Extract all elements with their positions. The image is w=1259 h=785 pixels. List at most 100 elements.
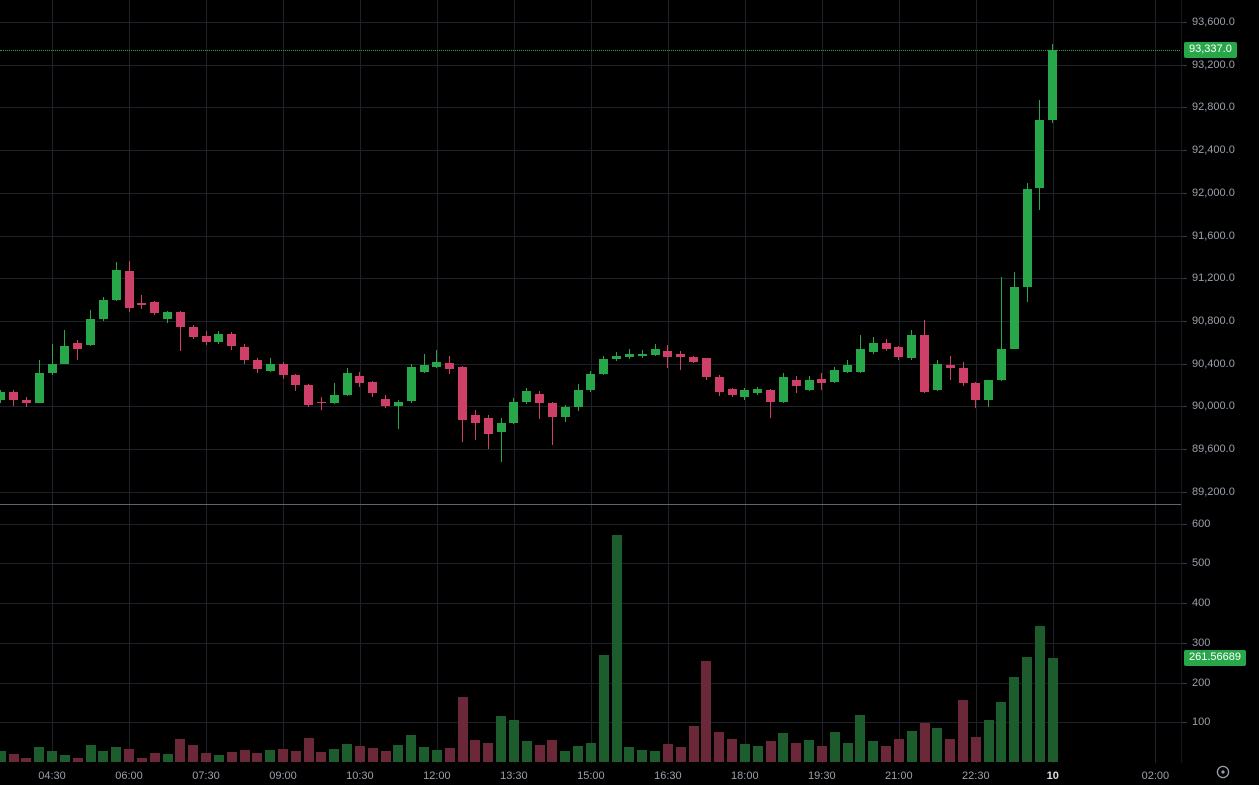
pane-separator[interactable] bbox=[0, 504, 1259, 505]
candle-wick bbox=[179, 310, 181, 351]
candle bbox=[817, 378, 827, 384]
price-axis-tick bbox=[1182, 107, 1187, 109]
gridline-horizontal bbox=[0, 150, 1181, 152]
gridline-vertical bbox=[975, 0, 977, 763]
gridline-vertical bbox=[744, 0, 746, 763]
gridline-vertical bbox=[667, 0, 669, 763]
volume-pane[interactable] bbox=[0, 505, 1259, 763]
candle-wick bbox=[397, 399, 399, 429]
candle-wick bbox=[949, 356, 951, 381]
candle bbox=[624, 353, 634, 358]
volume-bar bbox=[932, 727, 943, 762]
volume-bar bbox=[124, 749, 134, 762]
candle-wick bbox=[474, 410, 476, 440]
price-axis-tick bbox=[1182, 320, 1187, 322]
candle bbox=[663, 350, 673, 357]
price-axis-tick bbox=[1182, 449, 1187, 450]
candle bbox=[509, 402, 519, 424]
candle bbox=[1009, 286, 1019, 349]
gridline-horizontal bbox=[0, 563, 1181, 565]
candle bbox=[945, 364, 955, 368]
volume-axis-label: 500 bbox=[1192, 557, 1211, 570]
candle bbox=[907, 335, 917, 359]
volume-bar bbox=[380, 751, 391, 762]
candle bbox=[547, 403, 557, 417]
volume-bar bbox=[662, 744, 673, 762]
volume-bar bbox=[752, 746, 763, 762]
volume-axis-tick bbox=[1182, 642, 1187, 644]
candle bbox=[804, 380, 814, 391]
candle bbox=[329, 395, 339, 404]
price-pane[interactable] bbox=[0, 0, 1259, 504]
candle bbox=[240, 346, 249, 361]
candle bbox=[689, 357, 698, 362]
time-axis-label: 07:30 bbox=[192, 770, 220, 782]
gridline-horizontal bbox=[0, 406, 1181, 408]
candle bbox=[843, 365, 852, 373]
candle bbox=[316, 402, 326, 404]
candle bbox=[753, 388, 763, 394]
candle bbox=[573, 390, 583, 408]
gridline-horizontal bbox=[0, 363, 1181, 365]
volume-bar bbox=[842, 743, 853, 762]
price-axis-tick bbox=[1182, 64, 1187, 66]
volume-bar bbox=[72, 757, 83, 762]
gridline-horizontal bbox=[0, 107, 1181, 109]
candle bbox=[958, 367, 968, 384]
candle bbox=[612, 356, 621, 360]
volume-bar bbox=[457, 696, 468, 762]
volume-bar bbox=[239, 749, 250, 762]
volume-axis-tick bbox=[1182, 722, 1187, 724]
volume-bar bbox=[252, 752, 263, 762]
volume-bar bbox=[560, 750, 571, 762]
timezone-settings-button[interactable] bbox=[1212, 762, 1234, 782]
candle bbox=[47, 363, 57, 374]
volume-bar bbox=[675, 746, 686, 762]
candle bbox=[73, 343, 83, 349]
candle bbox=[483, 418, 493, 434]
candle-wick bbox=[539, 391, 541, 419]
time-axis[interactable]: 04:30 06:00 07:30 09:00 10:30 12:00 13:30 15:00… bbox=[0, 763, 1259, 785]
volume-bar bbox=[8, 754, 19, 762]
volume-bar bbox=[226, 751, 237, 762]
volume-bar bbox=[701, 660, 712, 762]
gear-icon bbox=[1216, 765, 1230, 779]
candle bbox=[855, 348, 865, 372]
volume-bar bbox=[393, 744, 404, 762]
price-axis-tick bbox=[1182, 22, 1187, 23]
volume-bar bbox=[611, 535, 622, 762]
candle bbox=[381, 399, 391, 407]
volume-bar bbox=[0, 750, 6, 762]
candle bbox=[791, 379, 801, 387]
gridline-vertical bbox=[513, 0, 515, 763]
volume-bar bbox=[534, 744, 545, 762]
price-axis-tick bbox=[1182, 192, 1187, 194]
volume-bar bbox=[213, 754, 224, 762]
time-axis-label: 09:00 bbox=[269, 770, 297, 782]
last-volume-badge: 261.56689 bbox=[1184, 650, 1246, 666]
candle bbox=[278, 363, 288, 376]
volume-bar bbox=[354, 746, 365, 762]
time-axis-label: 15:00 bbox=[577, 770, 605, 782]
gridline-horizontal bbox=[0, 320, 1181, 322]
gridline-horizontal bbox=[0, 192, 1181, 194]
volume-bar bbox=[778, 733, 789, 762]
candle bbox=[637, 354, 647, 356]
volume-bar bbox=[1034, 626, 1045, 762]
volume-bar bbox=[265, 750, 276, 762]
candle bbox=[458, 366, 468, 421]
candle bbox=[830, 370, 840, 383]
gridline-vertical bbox=[898, 0, 900, 763]
candle-wick bbox=[333, 383, 335, 405]
price-axis[interactable]: 93,337.0 261.56689 93,600.0 93,200.0 92,80… bbox=[1181, 0, 1259, 768]
candle bbox=[676, 354, 686, 358]
candle bbox=[1022, 188, 1032, 287]
candle bbox=[137, 302, 147, 305]
gridline-vertical bbox=[129, 0, 130, 763]
volume-bar bbox=[85, 745, 96, 762]
volume-axis-label: 300 bbox=[1192, 636, 1211, 649]
time-axis-label: 10:30 bbox=[346, 770, 374, 782]
time-axis-label: 21:00 bbox=[885, 770, 913, 782]
volume-axis-label: 200 bbox=[1192, 676, 1211, 689]
